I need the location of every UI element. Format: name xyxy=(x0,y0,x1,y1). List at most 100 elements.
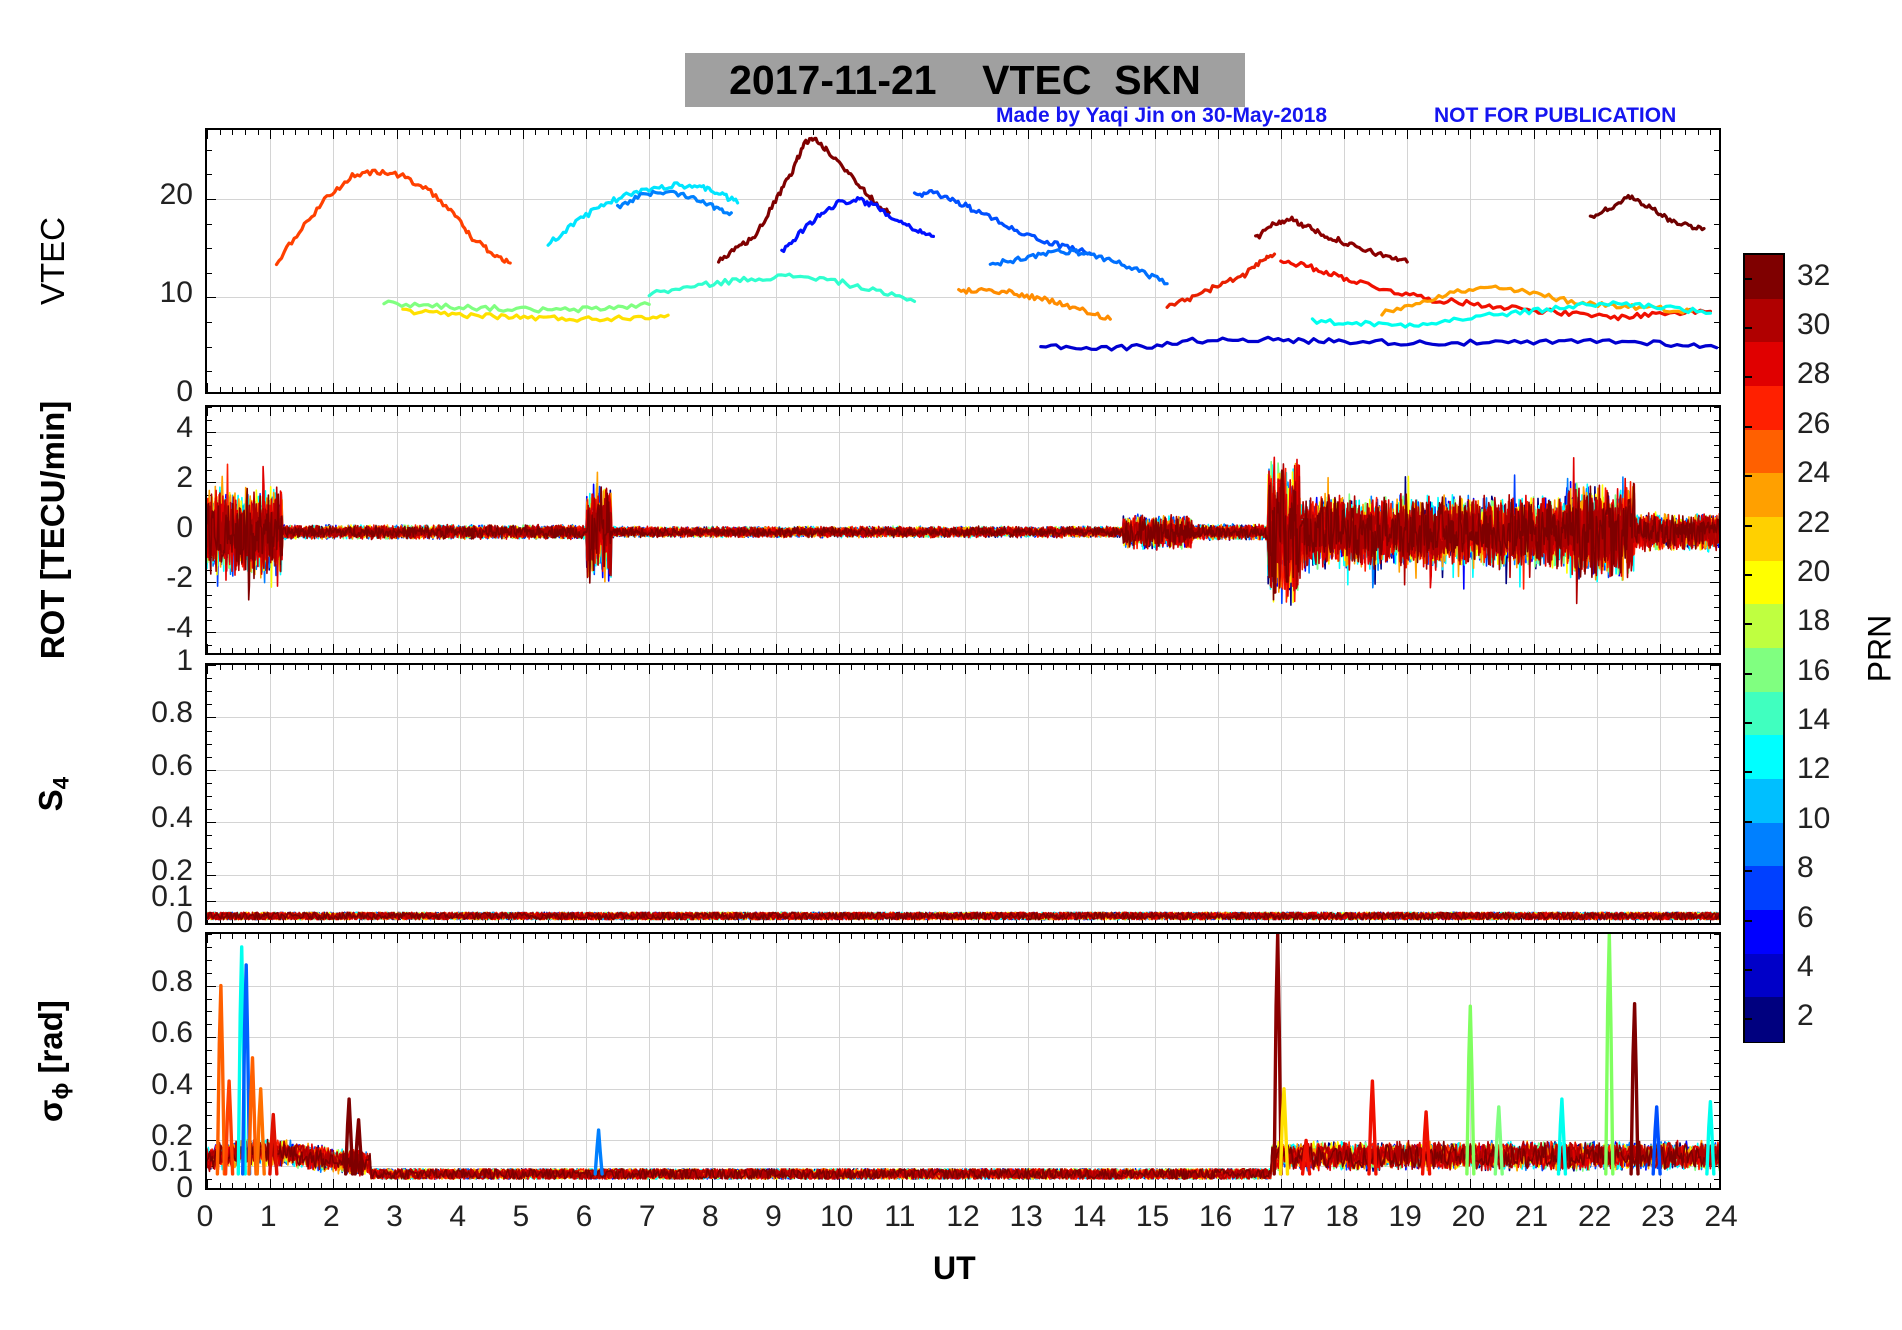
axis-tick xyxy=(371,1183,373,1188)
gridline-vertical xyxy=(1028,665,1030,923)
axis-tick xyxy=(207,619,212,621)
gridline-vertical xyxy=(649,934,651,1188)
axis-tick xyxy=(1002,934,1004,939)
colorbar-tick xyxy=(1743,327,1752,330)
not-for-publication-annotation: NOT FOR PUBLICATION xyxy=(1434,104,1677,127)
axis-tick xyxy=(270,934,272,943)
axis-tick xyxy=(1116,648,1118,653)
gridline-vertical xyxy=(586,934,587,1188)
axis-tick xyxy=(851,1183,853,1188)
axis-tick xyxy=(1205,665,1207,670)
axis-tick xyxy=(952,1183,954,1188)
axis-tick xyxy=(1520,1183,1522,1188)
axis-tick xyxy=(1634,1183,1636,1188)
axis-tick xyxy=(207,248,212,250)
axis-tick xyxy=(1356,407,1358,412)
axis-tick xyxy=(1558,1183,1560,1188)
gridline-vertical xyxy=(1533,665,1535,923)
axis-tick xyxy=(1053,934,1055,939)
axis-tick xyxy=(522,644,524,653)
axis-tick xyxy=(207,482,216,483)
axis-tick xyxy=(927,387,929,392)
axis-tick xyxy=(1192,665,1194,670)
gridline-vertical xyxy=(396,130,398,392)
axis-tick xyxy=(434,648,436,653)
axis-tick xyxy=(952,130,954,135)
axis-tick xyxy=(1129,387,1131,392)
axis-tick xyxy=(1356,648,1358,653)
axis-tick xyxy=(1192,1183,1194,1188)
series-layer-rot xyxy=(207,456,1719,606)
axis-tick xyxy=(598,130,600,135)
axis-tick xyxy=(965,934,966,943)
axis-tick xyxy=(1482,387,1484,392)
axis-tick xyxy=(851,407,853,412)
axis-tick xyxy=(207,419,212,421)
data-series xyxy=(912,188,1093,256)
axis-tick xyxy=(1141,918,1143,923)
gridline-vertical xyxy=(1344,665,1345,923)
colorbar-segment xyxy=(1745,255,1783,300)
axis-tick xyxy=(1356,1183,1358,1188)
axis-tick xyxy=(1268,665,1270,670)
axis-tick xyxy=(1710,1037,1719,1039)
axis-tick xyxy=(1369,407,1371,412)
axis-tick xyxy=(1407,934,1409,943)
gridline-vertical xyxy=(1154,665,1156,923)
axis-tick xyxy=(207,1088,216,1090)
axis-tick xyxy=(207,130,208,139)
axis-tick xyxy=(409,387,411,392)
axis-tick xyxy=(1394,648,1396,653)
axis-tick xyxy=(901,934,903,943)
axis-tick xyxy=(219,387,221,392)
axis-tick xyxy=(901,1179,903,1188)
colorbar-tick-label: 10 xyxy=(1797,801,1831,835)
axis-tick xyxy=(207,1179,212,1181)
axis-tick xyxy=(901,407,903,416)
axis-tick xyxy=(1457,934,1459,939)
data-series xyxy=(1651,1105,1662,1176)
axis-tick xyxy=(1672,1183,1674,1188)
axis-tick xyxy=(914,665,916,670)
axis-tick xyxy=(1040,130,1042,135)
axis-tick xyxy=(1129,918,1131,923)
axis-tick xyxy=(308,918,310,923)
axis-tick xyxy=(257,665,259,670)
axis-tick xyxy=(1621,130,1623,135)
x-tick-label: 13 xyxy=(1009,1200,1043,1233)
axis-tick xyxy=(219,407,221,412)
axis-tick xyxy=(1293,130,1295,135)
axis-tick xyxy=(750,648,752,653)
axis-tick xyxy=(636,130,638,135)
x-tick-label: 3 xyxy=(386,1200,403,1233)
axis-tick xyxy=(1659,934,1661,943)
axis-tick xyxy=(472,407,474,412)
axis-tick xyxy=(1508,387,1510,392)
axis-tick xyxy=(1318,387,1320,392)
axis-tick xyxy=(1714,848,1719,850)
axis-tick xyxy=(522,383,524,392)
axis-tick xyxy=(876,648,878,653)
y-tick-label: 0.8 xyxy=(151,964,193,998)
axis-tick xyxy=(207,998,212,1000)
axis-tick xyxy=(1154,407,1156,416)
colorbar-tick-label: 32 xyxy=(1797,258,1831,292)
data-series xyxy=(1272,934,1283,1176)
axis-tick xyxy=(207,582,216,583)
axis-tick xyxy=(1002,665,1004,670)
axis-tick xyxy=(623,1183,625,1188)
prn-colorbar[interactable] xyxy=(1743,253,1785,1043)
axis-tick xyxy=(257,1183,259,1188)
axis-tick xyxy=(1078,407,1080,412)
gridline-vertical xyxy=(775,665,777,923)
axis-tick xyxy=(1659,1179,1661,1188)
axis-tick xyxy=(813,130,815,135)
axis-tick xyxy=(914,407,916,412)
axis-tick xyxy=(1040,407,1042,412)
axis-tick xyxy=(1685,934,1687,939)
axis-tick xyxy=(1710,648,1712,653)
axis-tick xyxy=(333,130,335,139)
axis-tick xyxy=(308,407,310,412)
axis-tick xyxy=(1495,387,1497,392)
axis-tick xyxy=(1533,383,1535,392)
